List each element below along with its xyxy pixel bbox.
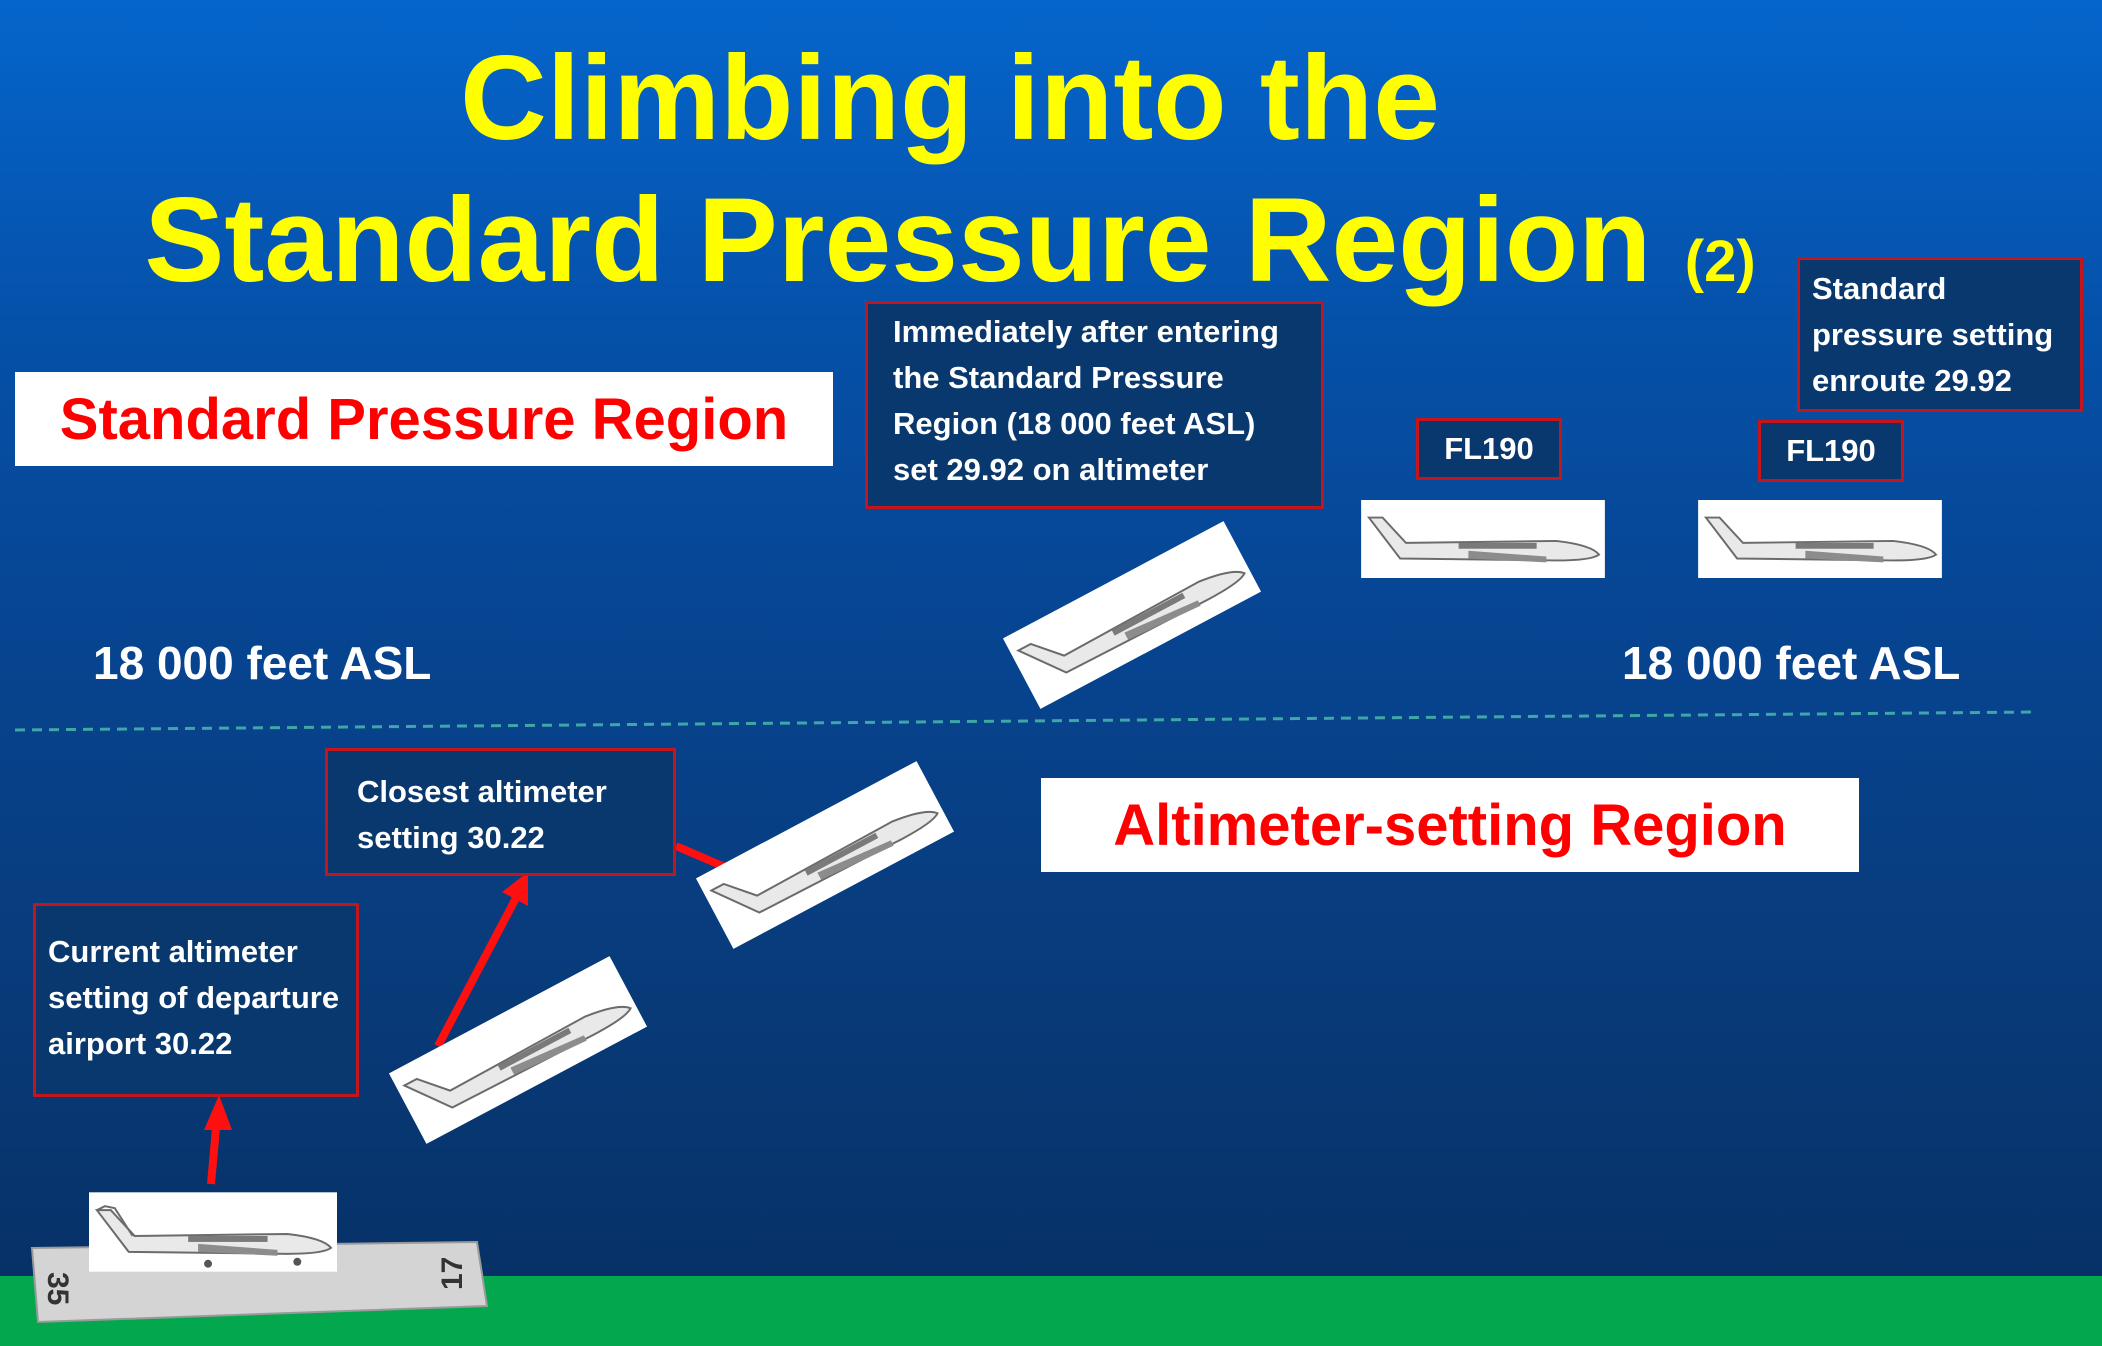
arrow-departure-shaft: [207, 1127, 220, 1185]
altitude-label-right: 18 000 feet ASL: [1622, 637, 1961, 689]
airplane-climb-3: [1002, 520, 1262, 710]
note-enroute-line-2: pressure setting: [1812, 317, 2054, 352]
note-entering-line-1: Immediately after entering: [893, 314, 1279, 349]
runway-number-17: 17: [436, 1257, 469, 1290]
flight-level-tag-1: FL190: [1416, 418, 1562, 480]
arrow-climb-shaft: [434, 896, 520, 1048]
airplane-climb-1: [388, 955, 648, 1145]
note-entering-line-2: the Standard Pressure: [893, 360, 1224, 395]
altitude-label-left: 18 000 feet ASL: [93, 637, 432, 689]
note-departure-line-2: setting of departure: [48, 980, 340, 1015]
title-line-1: Climbing into the: [460, 31, 1440, 165]
title-number: (2): [1684, 229, 1756, 294]
note-closest-line-2: setting 30.22: [357, 820, 545, 855]
note-closest-setting: Closest altimeter setting 30.22: [325, 748, 676, 876]
airplane-level-2: [1698, 500, 1942, 578]
closest-note-connector: [674, 842, 729, 872]
note-enroute-line-1: Standard: [1812, 271, 1947, 306]
note-departure-setting: Current altimeter setting of departure a…: [33, 903, 359, 1097]
title-line-2: Standard Pressure Region (2): [0, 170, 1900, 332]
note-entering-standard: Immediately after entering the Standard …: [865, 301, 1324, 509]
arrow-climb-head: [502, 872, 528, 906]
note-departure-line-1: Current altimeter: [48, 934, 298, 969]
airplane-on-runway: [89, 1192, 337, 1272]
arrow-departure-head: [204, 1095, 232, 1130]
flight-level-tag-2: FL190: [1758, 420, 1904, 482]
airplane-climb-2: [695, 760, 955, 950]
note-enroute-line-3: enroute 29.92: [1812, 363, 2012, 398]
title-line-2-text: Standard Pressure Region: [144, 173, 1652, 307]
standard-pressure-region-label: Standard Pressure Region: [15, 372, 833, 466]
runway-number-35: 35: [41, 1272, 74, 1305]
note-departure-line-3: airport 30.22: [48, 1026, 233, 1061]
note-enroute-setting: Standard pressure setting enroute 29.92: [1797, 257, 2083, 412]
note-closest-line-1: Closest altimeter: [357, 774, 607, 809]
altimeter-setting-region-label: Altimeter-setting Region: [1041, 778, 1859, 872]
note-entering-line-4: set 29.92 on altimeter: [893, 452, 1209, 487]
altitude-boundary-line: [14, 710, 2036, 732]
note-entering-line-3: Region (18 000 feet ASL): [893, 406, 1256, 441]
airplane-level-1: [1361, 500, 1605, 578]
